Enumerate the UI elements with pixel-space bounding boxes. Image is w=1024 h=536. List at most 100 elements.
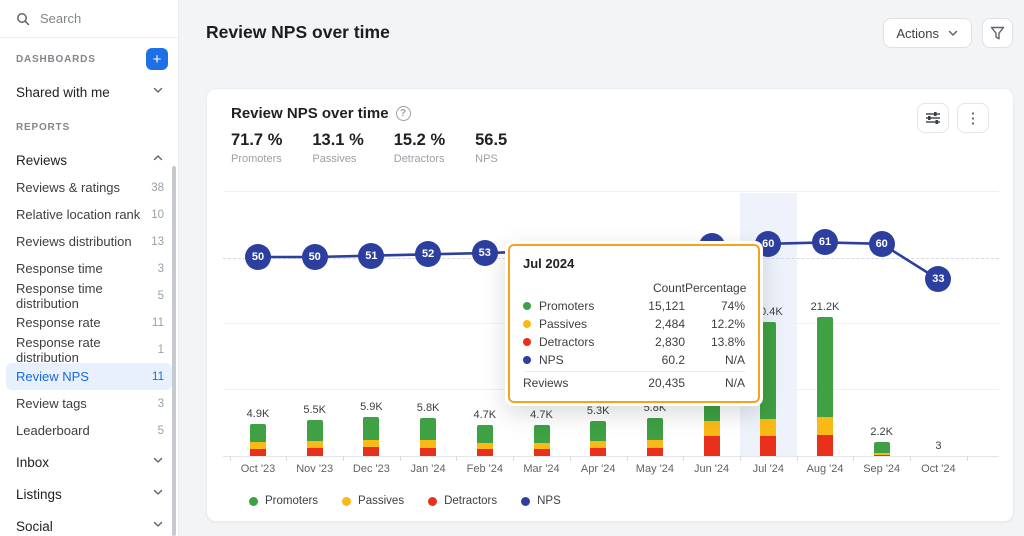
reviews-bar-sep-24[interactable] [873,441,890,456]
legend-item-passives[interactable]: Passives [342,495,404,507]
sidebar-item-review-tags[interactable]: Review tags 3 [0,390,178,417]
add-dashboard-button[interactable]: + [146,48,168,70]
bar-value-label: 4.7K [530,409,553,422]
reviews-bar-jul-24[interactable] [760,322,777,456]
search-icon [17,12,30,25]
reviews-bar-may-24[interactable] [646,417,663,456]
reviews-bar-oct-23[interactable] [250,423,266,456]
reviews-bar-nov-23[interactable] [306,419,323,456]
x-axis-line [223,456,999,457]
stat-value: 13.1 % [312,131,364,149]
chevron-down-icon [153,457,163,463]
detractors-segment [250,448,266,456]
search-input[interactable] [40,11,150,26]
sidebar-nav: DASHBOARDS + Shared with me REPORTS Reviews R… [0,48,178,536]
stat-value: 15.2 % [393,131,446,149]
sidebar-group-social[interactable]: Social [0,512,178,536]
help-icon[interactable]: ? [395,106,411,121]
stat-value: 56.5 [475,131,508,149]
detractors-legend-dot [428,496,438,506]
tooltip-percentage-value: N/A [724,353,745,367]
more-options-button[interactable]: ⋮ [957,103,989,133]
sidebar-item-response-rate-distribution[interactable]: Response rate distribution 1 [0,334,178,365]
reviews-bar-apr-24[interactable] [590,421,607,456]
tooltip-series-label: Detractors [539,335,595,349]
x-axis-tick [399,456,401,461]
stat-promoters: 71.7 % Promoters [231,131,282,165]
header-actions: Actions [883,18,1013,48]
sidebar-group-shared-with-me[interactable]: Shared with me [0,78,178,106]
x-axis-tick [853,456,855,461]
reviews-bar-feb-24[interactable] [476,425,493,456]
sidebar-item-response-time-distribution[interactable]: Response time distribution 5 [0,281,178,311]
x-axis-label: May '24 [635,463,674,475]
detractors-segment [306,448,323,456]
tooltip-row-name: Reviews [523,376,627,390]
sidebar-item-review-nps[interactable]: Review NPS 11 [6,363,172,390]
sidebar-group-reviews[interactable]: Reviews [0,146,178,174]
legend-item-promoters[interactable]: Promoters [249,495,318,507]
x-axis-tick [966,456,968,461]
section-label-dashboards: DASHBOARDS + [0,48,178,70]
sidebar-item-leaderboard[interactable]: Leaderboard 5 [0,417,178,444]
sidebar-group-listings[interactable]: Listings [0,480,178,508]
nps-point-nov-23[interactable]: 50 [301,244,328,270]
legend-item-detractors[interactable]: Detractors [428,495,497,507]
passives-segment [873,452,890,455]
sidebar-item-reviews-ratings[interactable]: Reviews & ratings 38 [0,174,178,201]
detractors-segment [476,449,493,456]
section-label-text: REPORTS [16,121,70,133]
card-title: Review NPS over time [231,105,389,122]
search-bar[interactable] [0,0,178,37]
chart-settings-button[interactable] [917,103,949,133]
nps-point-aug-24[interactable]: 61 [812,229,838,256]
tooltip-percentage-value: 13.8% [710,335,745,349]
sidebar-group-inbox[interactable]: Inbox [0,448,178,476]
legend-label: Passives [358,495,405,507]
tooltip-row-detractors: Detractors 2,830 13.8% [523,333,745,351]
sidebar-scrollbar[interactable] [172,166,176,536]
legend-item-nps[interactable]: NPS [521,495,561,507]
actions-button[interactable]: Actions [883,18,972,48]
sidebar-item-label: Response rate distribution [16,334,101,365]
section-label-reports: REPORTS [0,116,178,138]
nps-point-oct-24[interactable]: 33 [925,266,952,293]
reviews-bar-mar-24[interactable] [533,425,550,456]
sidebar-item-label: Relative location rank [16,207,141,222]
tooltip-title: Jul 2024 [523,256,575,271]
passives-segment [250,442,266,449]
nps-point-sep-24[interactable]: 60 [868,230,895,257]
sidebar-item-label: Review tags [16,396,87,411]
detractors-segment [646,447,663,456]
reviews-bar-aug-24[interactable] [817,316,833,456]
bar-value-label: 5.5K [303,403,326,416]
reviews-bar-jan-24[interactable] [420,417,437,456]
sidebar-item-label: Review NPS [16,369,89,384]
tooltip-row-nps: NPS 60.2 N/A [523,351,745,369]
sidebar-divider [0,37,178,38]
promoters-legend-dot [249,496,258,506]
sidebar-item-reviews-distribution[interactable]: Reviews distribution 13 [0,228,178,255]
reviews-bar-dec-23[interactable] [363,417,380,456]
filter-button[interactable] [982,18,1013,48]
sidebar-item-response-time[interactable]: Response time 3 [0,255,178,282]
nps-point-jan-24[interactable]: 52 [415,241,442,268]
chevron-up-icon [153,155,163,161]
nps-point-dec-23[interactable]: 51 [358,242,385,269]
sidebar-item-label: Response time [16,261,103,276]
tooltip-header-row: Count Percentage [523,279,746,297]
tooltip-count-value: 2,830 [654,335,685,349]
sidebar-group-label: Social [16,518,53,534]
x-axis-tick [739,456,741,461]
passives-segment [590,441,607,449]
passives-legend-dot [342,496,352,506]
sidebar-item-relative-location-rank[interactable]: Relative location rank 10 [0,201,178,228]
sidebar: DASHBOARDS + Shared with me REPORTS Reviews R… [0,0,179,536]
nps-point-oct-23[interactable]: 50 [245,244,271,270]
tooltip-count-value: 60.2 [661,353,685,367]
tooltip-series-label: Passives [539,317,588,331]
sidebar-item-count: 5 [157,289,164,302]
passives-dot-icon [523,320,531,328]
sidebar-item-response-rate[interactable]: Response rate 11 [0,309,178,336]
nps-point-feb-24[interactable]: 53 [471,240,498,267]
